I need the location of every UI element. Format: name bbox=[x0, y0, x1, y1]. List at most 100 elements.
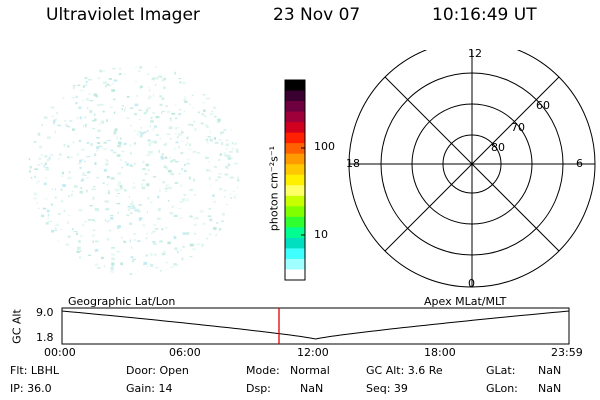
speckle bbox=[54, 130, 56, 134]
speckle bbox=[121, 150, 125, 153]
speckle bbox=[186, 198, 189, 202]
speckle bbox=[178, 207, 182, 209]
speckle bbox=[97, 142, 101, 145]
speckle bbox=[142, 168, 146, 170]
speckle bbox=[205, 98, 210, 100]
speckle bbox=[155, 66, 157, 68]
speckle bbox=[79, 256, 81, 259]
speckle bbox=[89, 110, 93, 113]
speckle bbox=[109, 270, 114, 274]
speckle bbox=[101, 120, 105, 124]
speckle bbox=[132, 258, 136, 261]
speckle bbox=[205, 157, 209, 159]
speckle bbox=[224, 173, 229, 176]
speckle bbox=[54, 229, 58, 232]
speckle bbox=[105, 208, 110, 211]
speckle bbox=[150, 201, 153, 204]
speckle bbox=[94, 220, 96, 222]
speckle bbox=[134, 81, 138, 83]
speckle bbox=[138, 131, 142, 133]
speckle bbox=[36, 164, 41, 166]
speckle bbox=[55, 227, 57, 230]
speckle bbox=[175, 104, 177, 106]
dsp-label: Dsp: bbox=[246, 382, 271, 395]
speckle bbox=[158, 75, 163, 78]
speckle bbox=[108, 220, 110, 222]
speckle bbox=[148, 143, 151, 146]
colorbar-segment bbox=[285, 206, 305, 218]
mlt-label-12: 12 bbox=[468, 47, 482, 60]
speckle bbox=[171, 112, 176, 115]
speckle bbox=[180, 184, 182, 187]
lat-label-80: 80 bbox=[491, 141, 505, 154]
speckle bbox=[77, 84, 81, 86]
speckle bbox=[51, 188, 54, 190]
time-label: 10:16:49 UT bbox=[432, 5, 537, 25]
speckle bbox=[98, 77, 101, 80]
speckle bbox=[121, 166, 123, 169]
speckle bbox=[86, 190, 88, 193]
speckle bbox=[83, 125, 85, 127]
gc-alt-readout: GC Alt: 3.6 Re bbox=[366, 364, 443, 377]
speckle bbox=[209, 184, 212, 186]
speckle bbox=[149, 125, 151, 128]
speckle bbox=[166, 166, 168, 170]
speckle bbox=[161, 110, 166, 112]
speckle bbox=[84, 76, 88, 80]
speckle bbox=[60, 188, 63, 191]
speckle bbox=[152, 129, 155, 131]
speckle bbox=[201, 112, 205, 116]
glon-value: NaN bbox=[538, 382, 562, 395]
speckle bbox=[103, 141, 107, 144]
speckle bbox=[129, 202, 134, 205]
speckle bbox=[33, 197, 37, 200]
speckle bbox=[163, 86, 166, 89]
speckle bbox=[233, 196, 236, 199]
speckle bbox=[128, 222, 133, 225]
speckle bbox=[113, 130, 118, 133]
speckle bbox=[120, 159, 123, 161]
speckle bbox=[156, 217, 161, 220]
mode-value: Normal bbox=[290, 364, 330, 377]
lat-label-60: 60 bbox=[536, 99, 550, 112]
speckle bbox=[193, 178, 196, 182]
speckle bbox=[78, 162, 81, 165]
speckle bbox=[168, 187, 172, 189]
colorbar-segment bbox=[285, 143, 305, 155]
speckle bbox=[194, 194, 197, 196]
speckle bbox=[196, 152, 201, 154]
speckle bbox=[148, 152, 153, 154]
speckle bbox=[91, 188, 96, 190]
gain-readout: Gain: 14 bbox=[126, 382, 173, 395]
speckle bbox=[96, 176, 100, 179]
speckle bbox=[113, 132, 116, 135]
colorbar-segment bbox=[285, 237, 305, 249]
speckle bbox=[214, 115, 217, 118]
speckle bbox=[126, 96, 130, 98]
speckle bbox=[184, 163, 186, 166]
speckle bbox=[76, 250, 80, 253]
speckle bbox=[219, 230, 221, 232]
speckle bbox=[57, 124, 62, 127]
speckle bbox=[103, 148, 107, 151]
speckle bbox=[133, 239, 137, 241]
colorbar-segment bbox=[285, 185, 305, 197]
speckle bbox=[129, 164, 133, 166]
speckle bbox=[121, 108, 123, 111]
speckle bbox=[119, 184, 123, 188]
speckle bbox=[175, 141, 179, 144]
speckle bbox=[62, 97, 65, 99]
speckle bbox=[73, 231, 78, 233]
speckle bbox=[161, 153, 164, 156]
speckle bbox=[143, 261, 148, 265]
speckle bbox=[161, 253, 166, 256]
speckle bbox=[67, 145, 70, 148]
speckle bbox=[82, 172, 85, 176]
speckle bbox=[92, 196, 95, 200]
speckle bbox=[108, 229, 112, 232]
speckle bbox=[102, 110, 105, 113]
speckle bbox=[99, 69, 102, 73]
speckle bbox=[67, 221, 69, 224]
speckle bbox=[148, 95, 152, 98]
speckle bbox=[79, 190, 83, 194]
